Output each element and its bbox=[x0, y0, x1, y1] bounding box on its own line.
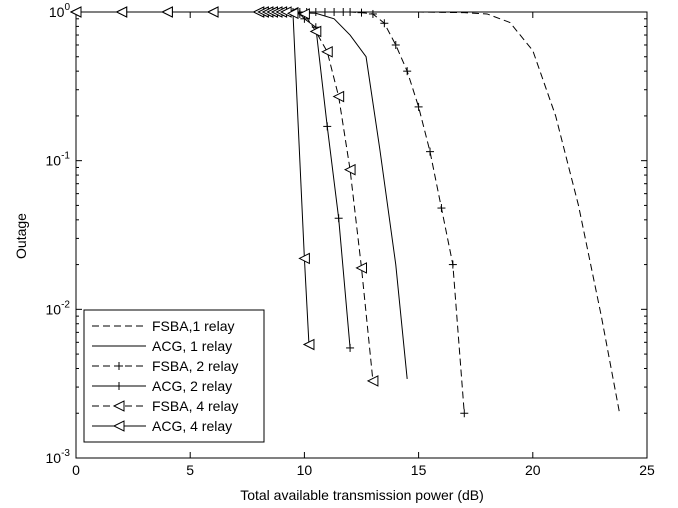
legend-label: FSBA, 4 relay bbox=[152, 398, 238, 414]
y-axis-label: Outage bbox=[13, 213, 29, 259]
series-4 bbox=[257, 8, 355, 352]
x-tick-label: 15 bbox=[411, 462, 427, 478]
legend-label: FSBA, 2 relay bbox=[152, 358, 238, 374]
series-6 bbox=[69, 6, 315, 351]
triangle-marker bbox=[366, 375, 379, 387]
triangle-marker bbox=[161, 6, 173, 18]
x-tick-label: 25 bbox=[639, 462, 655, 478]
triangle-marker bbox=[206, 6, 219, 18]
triangle-marker bbox=[298, 8, 310, 20]
legend-label: FSBA,1 relay bbox=[152, 318, 234, 334]
series-line bbox=[76, 11, 310, 345]
triangle-marker bbox=[115, 6, 128, 18]
x-tick-label: 10 bbox=[297, 462, 313, 478]
series-1 bbox=[76, 11, 621, 414]
x-axis-ticks: 0 5 10 15 20 25 bbox=[72, 12, 655, 478]
series-3 bbox=[257, 8, 469, 418]
series-layer bbox=[69, 6, 621, 418]
triangle-marker bbox=[302, 338, 315, 351]
triangle-marker bbox=[343, 163, 356, 176]
legend-box bbox=[83, 309, 265, 443]
triangle-marker bbox=[321, 45, 333, 58]
y-tick-label: 10-3 bbox=[46, 448, 71, 466]
triangle-marker bbox=[112, 400, 125, 412]
triangle-marker bbox=[286, 7, 299, 20]
x-tick-label: 20 bbox=[525, 462, 541, 478]
triangle-marker bbox=[69, 6, 82, 18]
triangle-marker bbox=[309, 25, 322, 38]
legend-label: ACG, 1 relay bbox=[152, 338, 232, 354]
series-line bbox=[261, 11, 351, 348]
y-tick-label: 10-2 bbox=[46, 299, 71, 317]
triangle-marker bbox=[355, 262, 367, 274]
legend-label: ACG, 4 relay bbox=[152, 418, 232, 434]
x-tick-label: 0 bbox=[72, 462, 80, 478]
series-line bbox=[76, 11, 621, 414]
x-tick-label: 5 bbox=[186, 462, 194, 478]
y-tick-label: 100 bbox=[49, 2, 71, 20]
y-axis-ticks: 100 10-1 10-2 10-3 bbox=[46, 2, 647, 466]
triangle-marker bbox=[298, 252, 310, 265]
y-tick-label: 10-1 bbox=[46, 151, 71, 169]
triangle-marker bbox=[112, 420, 125, 432]
legend: FSBA,1 relay ACG, 1 relay FSBA, 2 relay ACG… bbox=[83, 309, 265, 443]
triangle-marker bbox=[332, 90, 345, 103]
series-line bbox=[261, 11, 465, 414]
legend-label: ACG, 2 relay bbox=[152, 378, 232, 394]
x-axis-label: Total available transmission power (dB) bbox=[240, 487, 484, 503]
